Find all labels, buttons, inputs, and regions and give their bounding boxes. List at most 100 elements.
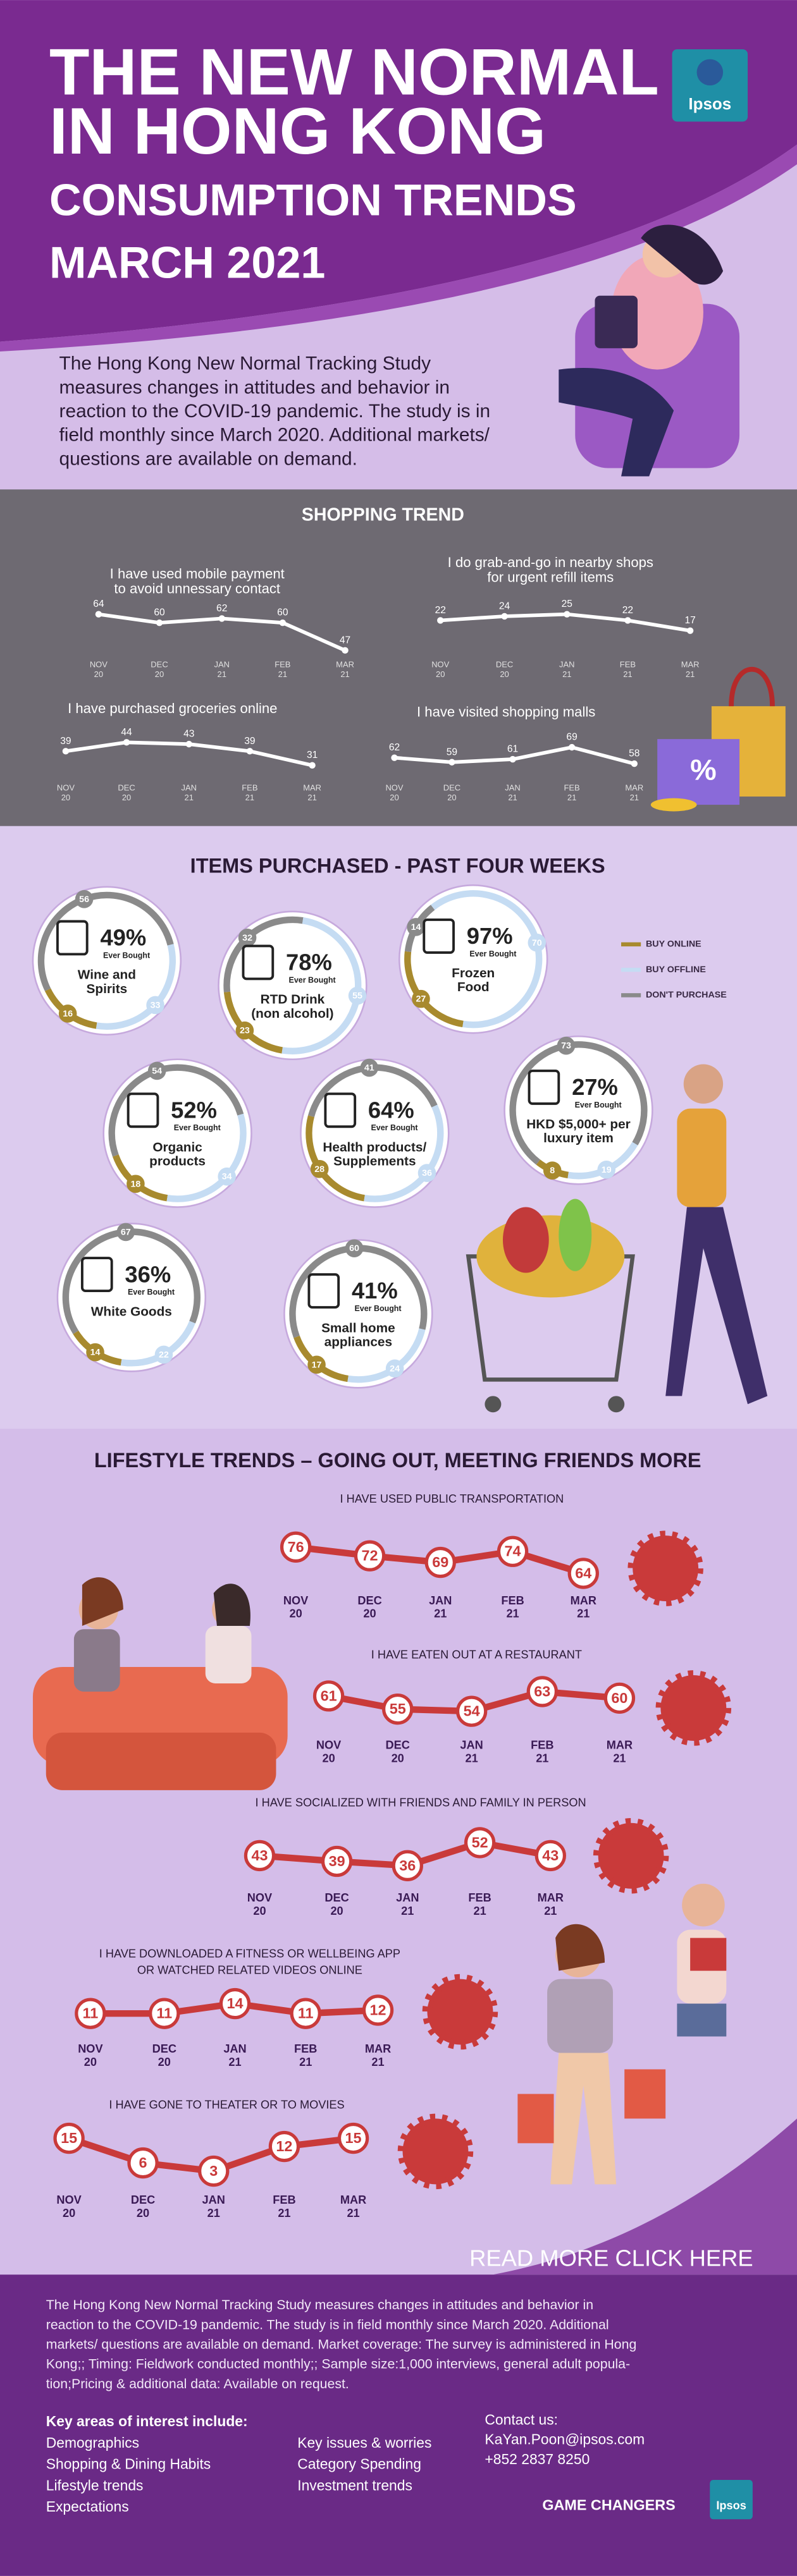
- data-point: [342, 647, 349, 654]
- month-label: NOV: [57, 783, 75, 792]
- data-label: 60: [611, 1690, 627, 1706]
- data-point: [123, 739, 130, 746]
- data-label: 43: [251, 1847, 268, 1864]
- chart-label: I have used mobile payment: [110, 566, 285, 582]
- ever-bought-percent: 97%: [467, 923, 513, 949]
- key-area: Key issues & worries: [297, 2434, 431, 2451]
- donut-value: 14: [90, 1348, 101, 1358]
- footer-paragraph: tion;Pricing & additional data: Availabl…: [46, 2376, 349, 2391]
- contact-email: KaYan.Poon@ipsos.com: [485, 2431, 645, 2448]
- data-point: [156, 619, 163, 626]
- donut-value-badge: [116, 1223, 135, 1242]
- year-label: 20: [253, 1905, 266, 1917]
- month-label: NOV: [385, 783, 403, 792]
- ever-bought-caption: Ever Bought: [174, 1123, 221, 1132]
- footer-curve: [493, 2118, 797, 2275]
- year-label: 20: [390, 793, 398, 802]
- logo-head: [696, 59, 724, 86]
- month-label: DEC: [496, 660, 513, 669]
- year-label: 20: [63, 2207, 75, 2219]
- chart-label: I do grab-and-go in nearby shops: [448, 554, 653, 570]
- month-label: DEC: [118, 783, 135, 792]
- data-label: 74: [505, 1543, 521, 1560]
- data-point: [279, 619, 287, 626]
- intro-line: measures changes in attitudes and behavi…: [59, 377, 450, 398]
- contact-title: Contact us:: [485, 2411, 558, 2427]
- month-label: FEB: [531, 1738, 553, 1751]
- data-label: 11: [298, 2005, 314, 2022]
- donut-value-badge: [348, 986, 367, 1005]
- donut-value-badge: [417, 1164, 436, 1182]
- month-label: NOV: [78, 2042, 102, 2055]
- year-label: 21: [544, 1905, 557, 1917]
- data-label: 22: [435, 605, 446, 616]
- data-point: [268, 2130, 300, 2163]
- month-label: FEB: [275, 660, 290, 669]
- donut-value-badge: [235, 1021, 254, 1040]
- donut-value: 67: [121, 1227, 131, 1237]
- footer-paragraph: The Hong Kong New Normal Tracking Study …: [46, 2297, 593, 2312]
- data-label: 69: [566, 732, 577, 743]
- chart-label: for urgent refill items: [487, 569, 614, 585]
- intro-line: The Hong Kong New Normal Tracking Study: [59, 353, 431, 374]
- month-label: JAN: [429, 1594, 452, 1607]
- month-label: DEC: [152, 2042, 176, 2055]
- month-label: NOV: [431, 660, 449, 669]
- donut-value-badge: [360, 1058, 379, 1077]
- data-point: [362, 1994, 394, 2026]
- donut-outer: [504, 1035, 653, 1185]
- year-label: 21: [506, 1608, 519, 1620]
- footer-band: [0, 2274, 797, 2576]
- key-areas-title: Key areas of interest include:: [46, 2413, 248, 2429]
- data-label: 63: [534, 1683, 550, 1699]
- month-label: JAN: [505, 783, 521, 792]
- data-point: [290, 1998, 321, 2029]
- key-area: Demographics: [46, 2434, 139, 2451]
- read-more-link[interactable]: READ MORE CLICK HERE: [469, 2245, 753, 2271]
- data-label: 58: [629, 748, 639, 759]
- year-label: 21: [536, 1752, 548, 1764]
- donut-value: 22: [159, 1350, 169, 1360]
- month-label: MAR: [625, 783, 643, 792]
- ever-bought-caption: Ever Bought: [128, 1288, 175, 1297]
- item-icon: [324, 1092, 357, 1128]
- data-point: [564, 611, 571, 618]
- month-label: DEC: [386, 1738, 410, 1751]
- item-icon: [80, 1257, 113, 1292]
- shopping-bags-illustration: %: [650, 667, 786, 812]
- ever-bought-caption: Ever Bought: [575, 1101, 622, 1109]
- year-label: 21: [508, 793, 517, 802]
- item-icon: [423, 918, 455, 954]
- year-label: 20: [330, 1905, 343, 1917]
- item-name: Food: [457, 980, 490, 994]
- year-label: 21: [401, 1905, 414, 1917]
- item-name: RTD Drink: [261, 992, 325, 1007]
- data-point: [95, 611, 102, 618]
- donut-value: 34: [222, 1172, 232, 1182]
- item-name: Wine and: [78, 968, 136, 982]
- data-point: [509, 755, 516, 763]
- key-area: Investment trends: [297, 2477, 412, 2493]
- month-label: FEB: [242, 783, 257, 792]
- data-label: 61: [321, 1687, 337, 1704]
- data-label: 11: [156, 2005, 172, 2022]
- key-area: Expectations: [46, 2498, 129, 2515]
- year-label: 21: [340, 669, 349, 679]
- item-name: Spirits: [87, 982, 128, 996]
- data-point: [603, 1682, 636, 1714]
- ever-bought-caption: Ever Bought: [289, 975, 336, 984]
- year-label: 21: [347, 2207, 359, 2219]
- month-label: JAN: [223, 2042, 246, 2055]
- chart-label: I HAVE USED PUBLIC TRANSPORTATION: [340, 1492, 564, 1505]
- year-label: 20: [392, 1752, 404, 1764]
- month-label: MAR: [365, 2042, 391, 2055]
- donut-value-badge: [154, 1345, 173, 1364]
- data-label: 64: [93, 599, 104, 609]
- donut-outer: [56, 1223, 207, 1372]
- donut-value-badge: [597, 1161, 616, 1179]
- data-label: 17: [684, 615, 695, 626]
- data-label: 61: [507, 744, 518, 755]
- year-label: 21: [577, 1608, 590, 1620]
- donut-value-badge: [58, 1004, 77, 1023]
- month-label: NOV: [56, 2194, 81, 2206]
